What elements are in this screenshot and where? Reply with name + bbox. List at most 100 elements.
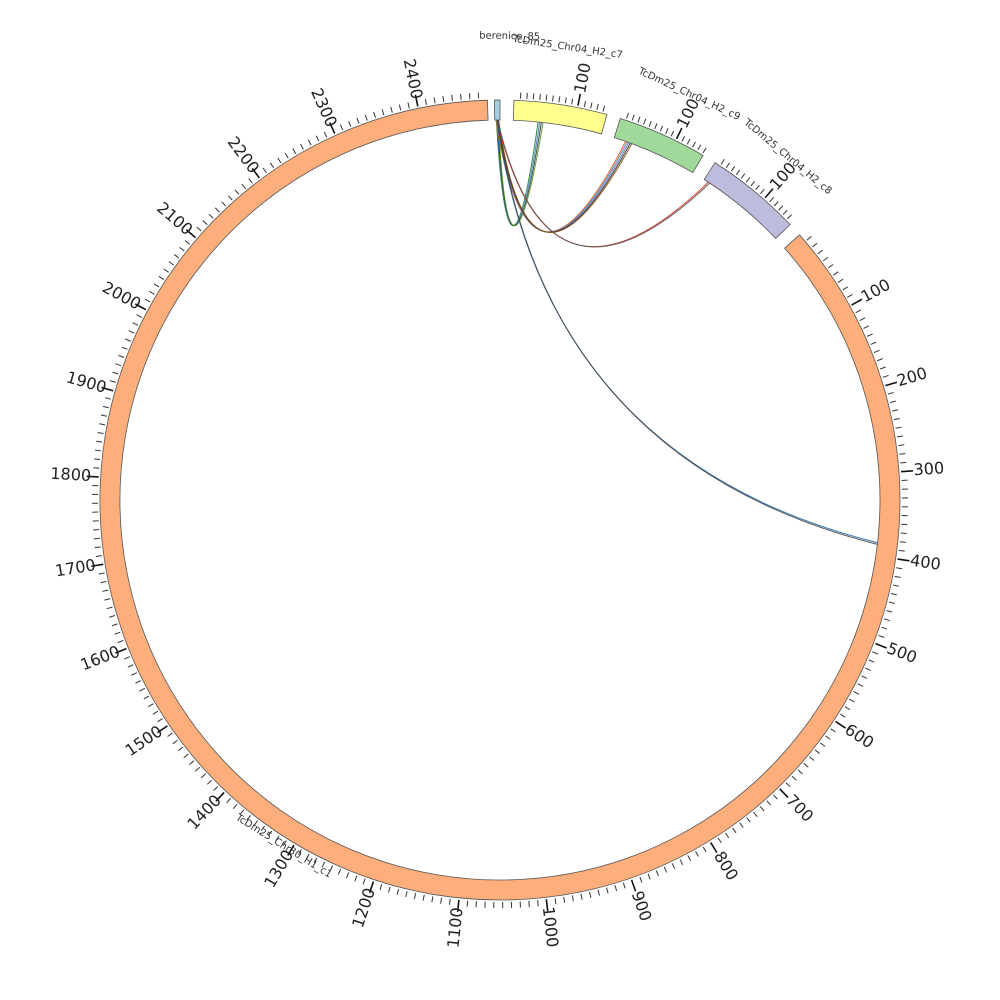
minor-tick-tcdm25-chr30-h1-c1-2380 [398,104,402,111]
minor-tick-tcdm25-chr30-h1-c1-1010 [537,900,539,907]
minor-tick-tcdm25-chr30-h1-c1-280 [899,453,906,455]
minor-tick-tcdm25-chr30-h1-c1-670 [797,769,803,775]
minor-tick-tcdm25-chr30-h1-c1-1690 [98,572,105,575]
link-tcdm25-chr04-h2-c7-3 [497,119,544,227]
minor-tick-tcdm25-chr30-h1-c1-190 [882,374,889,378]
tick-label-tcdm25-chr30-h1-c1-900: 900 [628,888,656,923]
minor-tick-tcdm25-chr30-h1-c1-1670 [102,589,109,592]
minor-tick-tcdm25-chr30-h1-c1-390 [898,549,905,552]
minor-tick-tcdm25-chr30-h1-c1-1380 [232,803,238,810]
minor-tick-tcdm25-chr30-h1-c1-590 [839,713,846,718]
minor-tick-tcdm25-chr30-h1-c1-1940 [118,354,125,358]
minor-tick-tcdm25-chr30-h1-c1-740 [753,811,758,817]
major-tick-tcdm25-chr30-h1-c1-700 [779,788,789,798]
minor-tick-tcdm25-chr30-h1-c1-870 [655,870,659,877]
minor-tick-tcdm25-chr04-h2-c7-70 [558,96,561,103]
minor-tick-tcdm25-chr04-h2-c9-110 [681,135,686,142]
minor-tick-tcdm25-chr30-h1-c1-520 [868,659,875,663]
tick-label-tcdm25-chr30-h1-c1-800: 800 [710,848,742,884]
minor-tick-tcdm25-chr30-h1-c1-810 [702,846,707,853]
minor-tick-tcdm25-chr04-h2-c8-40 [735,169,741,176]
tick-label-tcdm25-chr04-h2-c7-100: 100 [570,61,595,95]
minor-tick-tcdm25-chr30-h1-c1-2320 [348,120,352,127]
minor-tick-tcdm25-chr30-h1-c1-90 [846,293,853,298]
minor-tick-tcdm25-chr30-h1-c1-170 [876,358,883,362]
segment-label-berenice-85: berenice_85 [479,30,540,42]
minor-tick-tcdm25-chr30-h1-c1-420 [894,575,901,578]
minor-tick-tcdm25-chr30-h1-c1-2350 [373,111,377,118]
tick-label-tcdm25-chr30-h1-c1-2200: 2200 [224,133,264,177]
minor-tick-tcdm25-chr30-h1-c1-180 [879,366,886,370]
minor-tick-tcdm25-chr30-h1-c1-60 [832,271,839,276]
minor-tick-tcdm25-chr30-h1-c1-680 [791,775,797,781]
link-tcdm25-chr04-h2-c7-2 [497,119,542,227]
minor-tick-tcdm25-chr30-h1-c1-240 [893,417,900,421]
minor-tick-tcdm25-chr30-h1-c1-2110 [196,226,202,232]
minor-tick-tcdm25-chr30-h1-c1-1480 [172,739,178,745]
minor-tick-tcdm25-chr04-h2-c8-90 [760,188,765,195]
minor-tick-tcdm25-chr30-h1-c1-1430 [200,773,206,779]
minor-tick-tcdm25-chr30-h1-c1-1650 [106,606,113,610]
minor-tick-tcdm25-chr30-h1-c1-440 [890,592,897,596]
major-tick-tcdm25-chr30-h1-c1-800 [709,841,718,854]
segment-label-tcdm25-chr04-h2-c7: TcDm25_Chr04_H2_c7 [511,34,623,61]
major-tick-tcdm25-chr30-h1-c1-1600 [115,647,127,654]
minor-tick-tcdm25-chr30-h1-c1-120 [859,317,866,321]
minor-tick-tcdm25-chr30-h1-c1-2170 [234,189,240,195]
minor-tick-tcdm25-chr04-h2-c8-120 [773,201,779,207]
major-tick-tcdm25-chr30-h1-c1-900 [630,879,637,892]
minor-tick-tcdm25-chr30-h1-c1-1360 [246,815,252,821]
minor-tick-tcdm25-chr30-h1-c1-1970 [128,330,135,334]
minor-tick-tcdm25-chr30-h1-c1-1410 [213,785,219,791]
minor-tick-tcdm25-chr30-h1-c1-1570 [131,672,138,676]
minor-tick-tcdm25-chr04-h2-c8-30 [730,166,736,172]
minor-tick-tcdm25-chr30-h1-c1-950 [589,891,592,898]
minor-tick-tcdm25-chr04-h2-c9-20 [631,114,635,121]
major-tick-tcdm25-chr30-h1-c1-600 [835,720,846,729]
minor-tick-tcdm25-chr30-h1-c1-1860 [99,423,106,426]
minor-tick-tcdm25-chr04-h2-c9-40 [643,118,647,125]
minor-tick-tcdm25-chr30-h1-c1-820 [695,851,699,857]
minor-tick-tcdm25-chr04-h2-c7-130 [596,103,599,110]
minor-tick-tcdm25-chr30-h1-c1-160 [873,349,880,354]
tick-label-tcdm25-chr30-h1-c1-600: 600 [841,720,877,753]
minor-tick-tcdm25-chr30-h1-c1-1460 [183,753,189,759]
minor-tick-tcdm25-chr04-h2-c8-150 [786,214,792,220]
minor-tick-tcdm25-chr30-h1-c1-910 [622,882,626,889]
minor-tick-tcdm25-chr30-h1-c1-2420 [433,97,436,104]
major-tick-tcdm25-chr30-h1-c1-1200 [368,881,375,894]
minor-tick-tcdm25-chr30-h1-c1-2160 [227,195,233,201]
minor-tick-tcdm25-chr30-h1-c1-2430 [442,95,445,103]
minor-tick-tcdm25-chr30-h1-c1-1320 [275,835,280,842]
link-tcdm25-chr04-h2-c9-1 [496,119,628,233]
minor-tick-tcdm25-chr30-h1-c1-2090 [184,240,191,245]
minor-tick-tcdm25-chr30-h1-c1-1560 [135,680,142,684]
minor-tick-tcdm25-chr30-h1-c1-1880 [102,405,109,409]
major-tick-tcdm25-chr30-h1-c1-100 [851,298,863,306]
ideogram-berenice-85 [494,99,501,121]
tick-label-tcdm25-chr30-h1-c1-400: 400 [909,551,942,574]
tick-label-tcdm25-chr30-h1-c1-1800: 1800 [50,464,92,485]
major-tick-tcdm25-chr30-h1-c1-1800 [86,475,99,478]
minor-tick-tcdm25-chr30-h1-c1-2290 [323,131,328,138]
minor-tick-tcdm25-chr30-h1-c1-2340 [364,114,368,121]
minor-tick-tcdm25-chr30-h1-c1-2070 [173,254,180,259]
minor-tick-tcdm25-chr30-h1-c1-1920 [112,371,119,375]
minor-tick-tcdm25-chr04-h2-c8-140 [782,209,788,215]
minor-tick-tcdm25-chr30-h1-c1-40 [822,256,829,262]
minor-tick-tcdm25-chr30-h1-c1-2030 [153,283,160,288]
major-tick-tcdm25-chr30-h1-c1-500 [875,642,887,649]
minor-tick-tcdm25-chr30-h1-c1-1420 [207,779,213,785]
minor-tick-tcdm25-chr30-h1-c1-1720 [94,546,101,549]
major-tick-tcdm25-chr30-h1-c1-1400 [215,791,225,802]
tick-label-tcdm25-chr30-h1-c1-2400: 2400 [400,57,427,101]
minor-tick-tcdm25-chr30-h1-c1-2240 [284,152,289,159]
minor-tick-tcdm25-chr04-h2-c9-60 [654,123,658,130]
tick-label-tcdm25-chr30-h1-c1-1100: 1100 [444,906,467,948]
tick-label-tcdm25-chr30-h1-c1-200: 200 [895,363,930,390]
minor-tick-tcdm25-chr30-h1-c1-650 [809,756,815,761]
minor-tick-tcdm25-chr04-h2-c8-60 [745,177,751,183]
minor-tick-tcdm25-chr04-h2-c8-10 [720,159,725,165]
minor-tick-tcdm25-chr30-h1-c1-610 [830,728,836,733]
minor-tick-tcdm25-chr30-h1-c1-1220 [354,875,358,882]
